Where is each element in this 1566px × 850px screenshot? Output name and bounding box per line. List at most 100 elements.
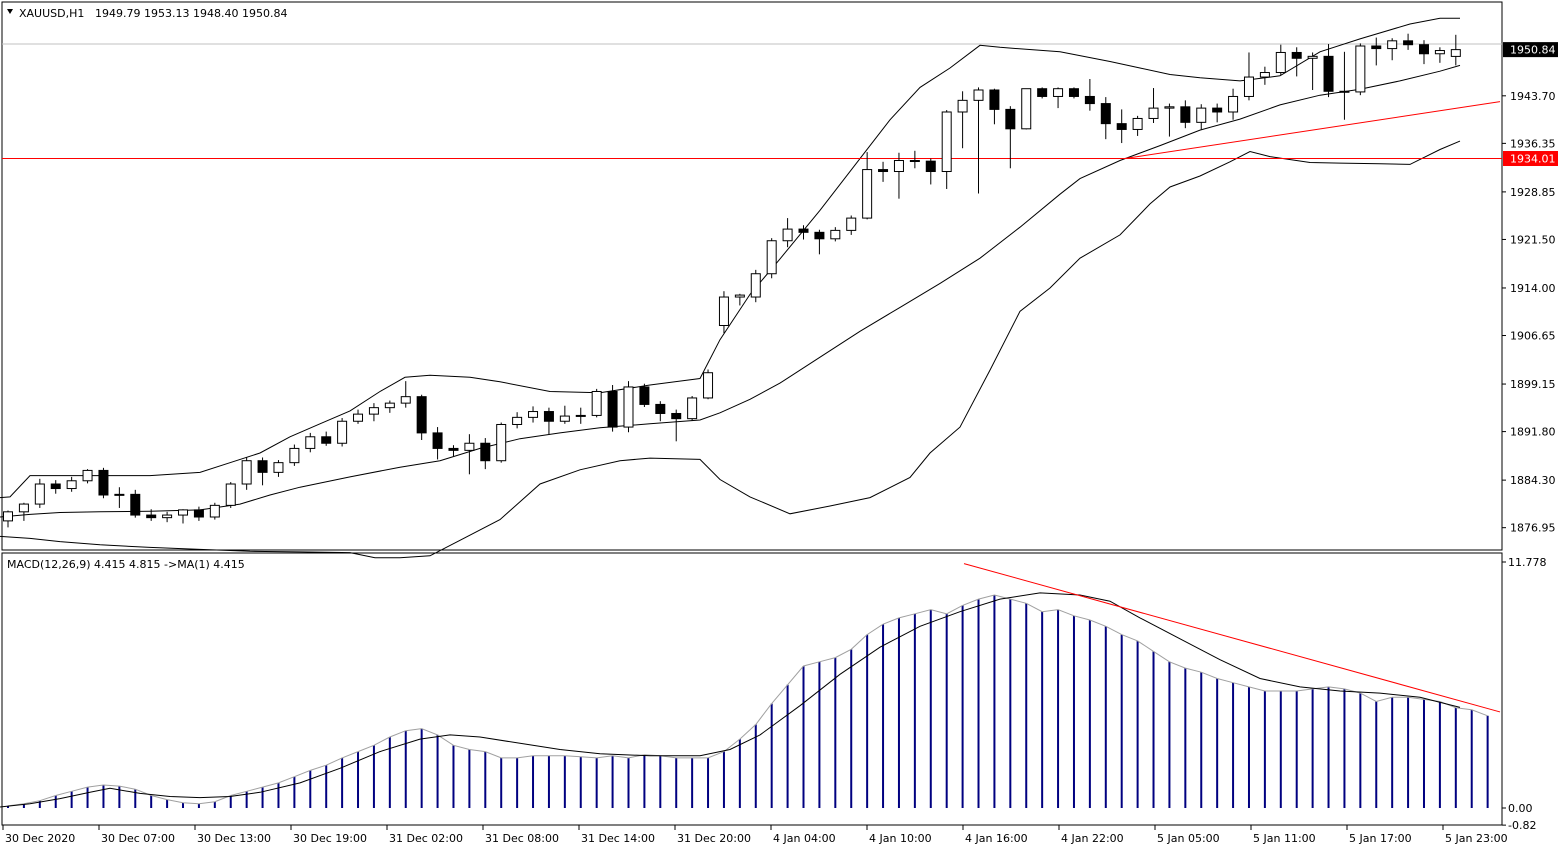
candle-body — [34, 483, 45, 505]
candle-body — [1021, 88, 1032, 130]
candle — [559, 405, 570, 424]
candle — [416, 394, 427, 441]
candle-body — [98, 469, 109, 496]
candle-body — [257, 460, 268, 473]
candle-body — [655, 403, 666, 414]
candle — [1450, 34, 1461, 66]
candle — [830, 227, 841, 242]
macd-axis-label: 0.00 — [1508, 802, 1533, 815]
candle — [814, 229, 825, 255]
candle-body — [1037, 88, 1048, 97]
close-price-label: 1950.84 — [1510, 44, 1556, 57]
candle-body — [957, 99, 968, 113]
candle — [766, 238, 777, 279]
candle-body — [146, 514, 157, 519]
candle-body — [464, 442, 475, 451]
candle — [846, 215, 857, 235]
candle — [257, 457, 268, 486]
candle-body — [3, 511, 13, 522]
candle-body — [114, 493, 125, 496]
candle-body — [193, 509, 204, 518]
candle-body — [1339, 90, 1350, 93]
candle-body — [1132, 117, 1143, 130]
candle-body — [1371, 45, 1382, 50]
time-axis-label: 31 Dec 02:00 — [389, 832, 463, 845]
time-axis-label: 5 Jan 17:00 — [1349, 832, 1412, 845]
candle — [957, 91, 968, 149]
time-axis-label: 30 Dec 07:00 — [101, 832, 175, 845]
price-panel-frame — [1, 1, 1503, 551]
candle-body — [1323, 55, 1334, 92]
time-axis-label: 4 Jan 04:00 — [773, 832, 836, 845]
price-axis-label: 1936.35 — [1510, 137, 1556, 150]
macd-signal-line — [0, 592, 1461, 808]
candle-body — [862, 169, 873, 219]
candle — [496, 422, 507, 463]
candle-body — [321, 436, 332, 444]
candle-body — [1053, 88, 1064, 97]
price-trendline[interactable] — [1124, 101, 1501, 160]
candle — [909, 150, 920, 169]
candle-body — [289, 447, 300, 464]
macd-panel-frame — [1, 552, 1503, 826]
time-axis-label: 5 Jan 23:00 — [1445, 832, 1508, 845]
candle-body — [1291, 51, 1302, 59]
candle-body — [703, 372, 714, 399]
candle-body — [496, 423, 507, 462]
candle-body — [941, 111, 952, 173]
price-axis-label: 1928.85 — [1510, 186, 1556, 199]
time-axis-label: 4 Jan 16:00 — [965, 832, 1028, 845]
candle — [193, 506, 204, 521]
candle — [718, 291, 729, 334]
candle-body — [273, 462, 284, 473]
candle-body — [687, 397, 698, 420]
candle-body — [718, 296, 729, 326]
price-axis-label: 1906.65 — [1510, 330, 1556, 343]
candle — [1243, 52, 1254, 101]
candle-body — [82, 469, 93, 482]
candle-body — [1005, 108, 1016, 130]
candle — [973, 87, 984, 194]
candle-body — [814, 231, 825, 240]
candle — [1053, 87, 1064, 109]
chart-ohlc: 1949.79 1953.13 1948.40 1950.84 — [95, 7, 287, 20]
candle — [782, 218, 793, 248]
candle — [18, 502, 29, 521]
candle-body — [66, 480, 77, 490]
macd-trendline[interactable] — [963, 563, 1501, 713]
candle-body — [734, 294, 745, 298]
candle-body — [798, 228, 809, 233]
candle-body — [432, 432, 443, 449]
candle — [607, 385, 618, 432]
candle-body — [766, 240, 777, 275]
candle-body — [50, 483, 61, 490]
price-panel[interactable]: XAUUSD,H1 1949.79 1953.13 1948.40 1950.8… — [0, 1, 1503, 559]
candle — [734, 293, 745, 306]
time-axis-label: 5 Jan 11:00 — [1253, 832, 1316, 845]
candle — [1148, 88, 1159, 123]
candle-body — [1259, 72, 1270, 78]
candle-body — [1084, 95, 1095, 105]
candle — [639, 383, 650, 408]
candle-body — [305, 436, 316, 449]
candle — [130, 489, 141, 518]
candle — [321, 431, 332, 446]
chart-menu-triangle-icon[interactable] — [7, 9, 13, 14]
candle — [1434, 47, 1445, 63]
candle — [50, 480, 61, 494]
price-axis-label: 1914.00 — [1510, 282, 1556, 295]
time-axis-label: 30 Dec 19:00 — [293, 832, 367, 845]
candle — [671, 409, 682, 442]
macd-panel[interactable]: MACD(12,26,9) 4.415 4.815 ->MA(1) 4.415 — [0, 552, 1503, 826]
candle — [941, 110, 952, 189]
candle-body — [1434, 50, 1445, 55]
candle — [1339, 51, 1350, 120]
candle-body — [909, 160, 920, 163]
candle — [1228, 88, 1239, 120]
candle — [750, 269, 761, 303]
bollinger-bands — [0, 17, 1461, 559]
candle — [1418, 40, 1429, 65]
candle-body — [1148, 107, 1159, 119]
